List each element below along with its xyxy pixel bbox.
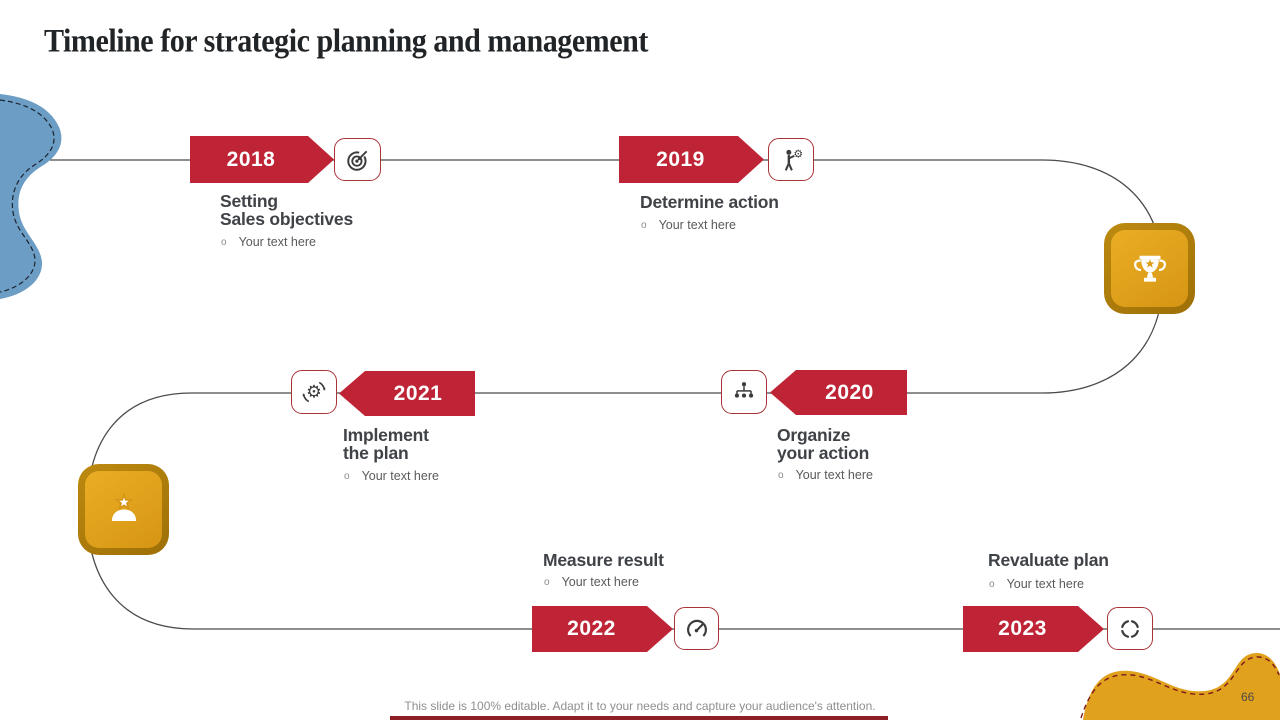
bottom-red-bar: [390, 716, 888, 720]
milestone-bullet-2021: o Your text here: [344, 469, 439, 483]
person-star-icon: [111, 491, 136, 521]
bullet-marker: o: [989, 579, 995, 590]
milestone-title-2021: Implement the plan: [343, 425, 429, 463]
target-icon: [334, 138, 381, 181]
bullet-marker: o: [544, 577, 550, 588]
year-banner-2023: 2023: [963, 606, 1104, 652]
hierarchy-icon: [721, 370, 767, 414]
milestone-title-2020: Organize your action: [777, 425, 870, 463]
speedometer-icon: [674, 607, 719, 650]
year-label: 2020: [825, 380, 874, 404]
bullet-marker: o: [641, 220, 647, 231]
refresh-icon: [1107, 607, 1153, 650]
person-gear-icon: ⚙: [768, 138, 814, 181]
svg-text:⚙: ⚙: [793, 147, 803, 160]
milestone-title-2023: Revaluate plan: [988, 550, 1109, 570]
year-banner-2019: 2019: [619, 136, 764, 183]
year-banner-2018: 2018: [190, 136, 334, 183]
gold-blob-decoration: [1080, 652, 1280, 720]
year-label: 2023: [998, 617, 1047, 640]
milestone-bullet-2018: o Your text here: [221, 235, 316, 249]
year-banner-2020: 2020: [770, 370, 907, 415]
page-number: 66: [1241, 690, 1255, 704]
person-star-medallion: [78, 464, 169, 555]
page-title: Timeline for strategic planning and mana…: [44, 22, 648, 60]
gear-sync-icon: ⚙: [291, 370, 337, 414]
year-banner-2022: 2022: [532, 606, 673, 652]
trophy-medallion: [1104, 223, 1195, 314]
milestone-title-2022: Measure result: [543, 550, 664, 570]
milestone-bullet-2019: o Your text here: [641, 218, 736, 232]
svg-text:⚙: ⚙: [306, 383, 322, 403]
year-label: 2022: [567, 617, 616, 640]
year-banner-2021: 2021: [339, 371, 475, 416]
milestone-bullet-2020: o Your text here: [778, 468, 873, 482]
trophy-icon: [1133, 255, 1166, 282]
bullet-marker: o: [778, 470, 784, 481]
blue-blob-decoration: [0, 94, 62, 299]
milestone-title-2018: Setting Sales objectives: [220, 191, 353, 229]
milestone-bullet-2023: o Your text here: [989, 577, 1084, 591]
year-label: 2021: [393, 381, 443, 405]
milestone-bullet-2022: o Your text here: [544, 575, 639, 589]
footer-note: This slide is 100% editable. Adapt it to…: [404, 699, 876, 713]
bullet-marker: o: [221, 237, 227, 248]
milestone-title-2019: Determine action: [640, 192, 779, 212]
year-label: 2018: [226, 147, 276, 171]
year-label: 2019: [656, 147, 705, 171]
bullet-marker: o: [344, 471, 350, 482]
